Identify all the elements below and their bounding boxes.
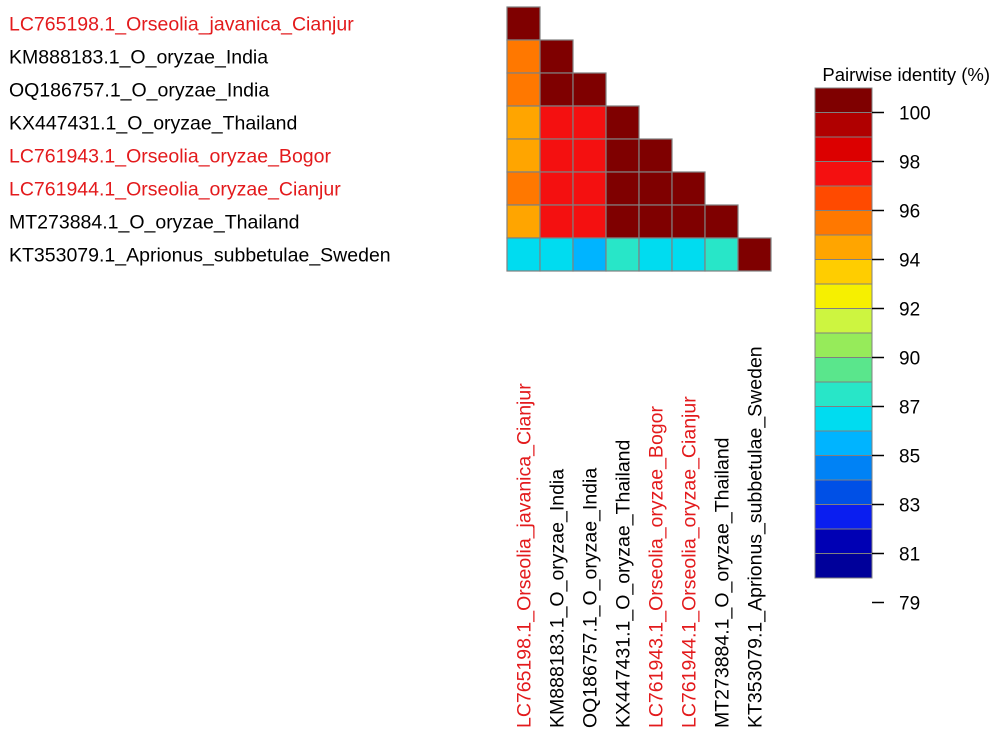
- heatmap-cell: [638, 204, 673, 239]
- heatmap-cell: [638, 171, 673, 206]
- legend-tick-label: 98: [899, 153, 920, 174]
- legend-tick-label: 92: [899, 300, 920, 321]
- legend-swatch: [814, 136, 873, 162]
- legend-tick-label: 94: [899, 251, 921, 272]
- heatmap-cell: [572, 72, 607, 107]
- legend-swatch: [814, 455, 873, 481]
- heatmap-cell: [506, 39, 541, 74]
- row-label: LC761943.1_Orseolia_oryzae_Bogor: [9, 146, 331, 168]
- column-label: LC765198.1_Orseolia_javanica_Cianjur: [514, 383, 536, 728]
- heatmap-cell: [671, 237, 706, 272]
- heatmap-cell: [605, 204, 640, 239]
- legend-swatch: [814, 553, 873, 579]
- row-label: KX447431.1_O_oryzae_Thailand: [9, 113, 297, 135]
- legend-tick-label: 79: [899, 594, 920, 615]
- heatmap-cell: [605, 237, 640, 272]
- column-label: KM888183.1_O_oryzae_India: [547, 469, 569, 728]
- legend-ticks: 100 98 96 94 92 90 87 85 83 81 79: [872, 104, 931, 615]
- legend-tick-label: 100: [899, 104, 931, 125]
- row-label: KT353079.1_Aprionus_subbetulae_Sweden: [9, 245, 391, 267]
- legend-swatch: [814, 381, 873, 407]
- legend-swatch: [814, 479, 873, 505]
- row-labels: LC765198.1_Orseolia_javanica_Cianjur KM88…: [9, 14, 391, 267]
- legend-color-bar: [814, 87, 873, 579]
- heatmap-cell: [572, 171, 607, 206]
- heatmap-cell: [506, 237, 541, 272]
- heatmap-cell: [572, 237, 607, 272]
- legend-swatch: [814, 283, 873, 309]
- heatmap-cell: [506, 171, 541, 206]
- heatmap-cell: [671, 204, 706, 239]
- legend-swatch: [814, 430, 873, 456]
- heatmap-cell: [704, 237, 739, 272]
- legend-swatch: [814, 528, 873, 554]
- legend-swatch: [814, 357, 873, 383]
- legend-swatch: [814, 161, 873, 187]
- heatmap-cell: [605, 105, 640, 140]
- legend-tick-label: 87: [899, 398, 920, 419]
- legend-swatch: [814, 504, 873, 530]
- row-label: LC761944.1_Orseolia_oryzae_Cianjur: [9, 179, 341, 201]
- heatmap-cell: [572, 105, 607, 140]
- column-label: LC761944.1_Orseolia_oryzae_Cianjur: [679, 396, 701, 728]
- legend-title: Pairwise identity (%): [822, 64, 990, 85]
- legend-swatch: [814, 234, 873, 260]
- heatmap-cell: [506, 138, 541, 173]
- heatmap-cell: [539, 237, 574, 272]
- heatmap-cell: [605, 138, 640, 173]
- column-label: KT353079.1_Aprionus_subbetulae_Sweden: [745, 346, 767, 728]
- heatmap-cell: [506, 6, 541, 41]
- legend-tick-label: 81: [899, 545, 920, 566]
- heatmap-cell: [506, 204, 541, 239]
- legend-swatch: [814, 112, 873, 138]
- heatmap-cell: [539, 72, 574, 107]
- legend-swatch: [814, 87, 873, 113]
- heatmap-cell: [539, 171, 574, 206]
- color-legend: Pairwise identity (%) 100 98 96 94 92 90 87 85 8…: [814, 64, 990, 615]
- heatmap-cell: [671, 171, 706, 206]
- legend-tick-label: 85: [899, 447, 920, 468]
- legend-swatch: [814, 308, 873, 334]
- heatmap-cell: [605, 171, 640, 206]
- legend-swatch: [814, 259, 873, 285]
- heatmap-cell: [506, 72, 541, 107]
- legend-tick-label: 96: [899, 202, 920, 223]
- row-label: OQ186757.1_O_oryzae_India: [9, 80, 269, 102]
- heatmap-cell: [572, 138, 607, 173]
- heatmap-cell: [539, 204, 574, 239]
- legend-swatch: [814, 185, 873, 211]
- column-label: MT273884.1_O_oryzae_Thailand: [712, 437, 734, 728]
- legend-tick-label: 90: [899, 349, 920, 370]
- heatmap-cell: [572, 204, 607, 239]
- heatmap-cell: [638, 138, 673, 173]
- heatmap-cell: [506, 105, 541, 140]
- heatmap-cell: [704, 204, 739, 239]
- heatmap-cell: [638, 237, 673, 272]
- heatmap-cell: [539, 138, 574, 173]
- column-label: KX447431.1_O_oryzae_Thailand: [613, 440, 635, 728]
- legend-swatch: [814, 406, 873, 432]
- heatmap-cell: [539, 39, 574, 74]
- legend-tick-label: 83: [899, 496, 920, 517]
- heatmap-cells: [506, 6, 772, 272]
- column-labels: LC765198.1_Orseolia_javanica_Cianjur KM88…: [514, 346, 767, 728]
- column-label: OQ186757.1_O_oryzae_India: [580, 468, 602, 728]
- row-label: KM888183.1_O_oryzae_India: [9, 47, 268, 69]
- row-label: LC765198.1_Orseolia_javanica_Cianjur: [9, 14, 354, 36]
- heatmap-cell: [539, 105, 574, 140]
- row-label: MT273884.1_O_oryzae_Thailand: [9, 212, 300, 234]
- legend-swatch: [814, 332, 873, 358]
- heatmap-cell: [737, 237, 772, 272]
- column-label: LC761943.1_Orseolia_oryzae_Bogor: [646, 406, 668, 728]
- legend-swatch: [814, 210, 873, 236]
